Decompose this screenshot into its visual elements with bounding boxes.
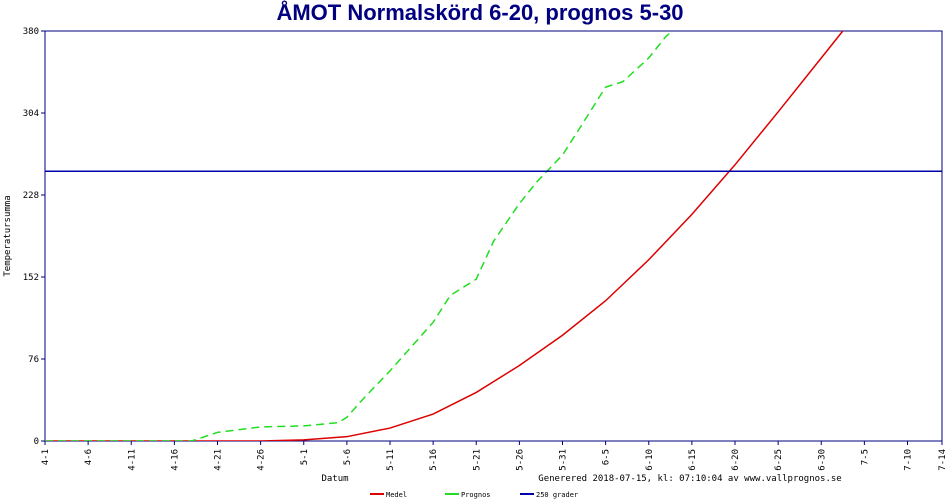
- legend-label: 250 grader: [536, 491, 578, 499]
- x-tick-label: 5-16: [429, 449, 439, 471]
- y-tick-label: 0: [34, 437, 39, 447]
- x-tick-label: 5-21: [472, 449, 482, 471]
- x-tick-label: 5-11: [386, 449, 396, 471]
- chart-title: ÅMOT Normalskörd 6-20, prognos 5-30: [276, 0, 683, 25]
- x-tick-label: 4-1: [41, 449, 51, 465]
- x-tick-label: 4-11: [127, 449, 137, 471]
- x-tick-label: 6-5: [602, 449, 612, 465]
- x-tick-label: 4-6: [84, 449, 94, 465]
- x-tick-label: 4-26: [257, 449, 267, 471]
- x-tick-label: 5-6: [343, 449, 353, 465]
- y-axis-label: Temperatursumma: [3, 195, 13, 276]
- x-tick-label: 7-5: [860, 449, 870, 465]
- x-tick-label: 6-20: [731, 449, 741, 471]
- x-tick-label: 5-26: [515, 449, 525, 471]
- y-tick-label: 152: [23, 273, 39, 283]
- y-tick-label: 228: [23, 191, 39, 201]
- x-tick-label: 4-21: [214, 449, 224, 471]
- x-tick-label: 5-1: [300, 449, 310, 465]
- x-axis-label: Datum: [321, 474, 348, 484]
- y-tick-label: 380: [23, 27, 39, 37]
- x-tick-label: 6-30: [817, 449, 827, 471]
- series-line: [45, 31, 674, 441]
- x-tick-label: 6-25: [774, 449, 784, 471]
- series-line: [45, 31, 844, 441]
- plot-frame: [44, 30, 943, 442]
- y-tick-label: 304: [23, 109, 39, 119]
- x-tick-label: 6-15: [688, 449, 698, 471]
- x-tick-label: 6-10: [645, 449, 655, 471]
- x-tick-label: 7-10: [904, 449, 914, 471]
- legend-label: Prognos: [461, 491, 491, 499]
- legend-label: Medel: [386, 491, 407, 499]
- x-tick-label: 5-31: [559, 449, 569, 471]
- x-tick-label: 7-14: [938, 449, 948, 471]
- x-tick-label: 4-16: [170, 449, 180, 471]
- y-tick-label: 76: [28, 355, 39, 365]
- note: Generered 2018-07-15, kl: 07:10:04 av ww…: [538, 474, 841, 484]
